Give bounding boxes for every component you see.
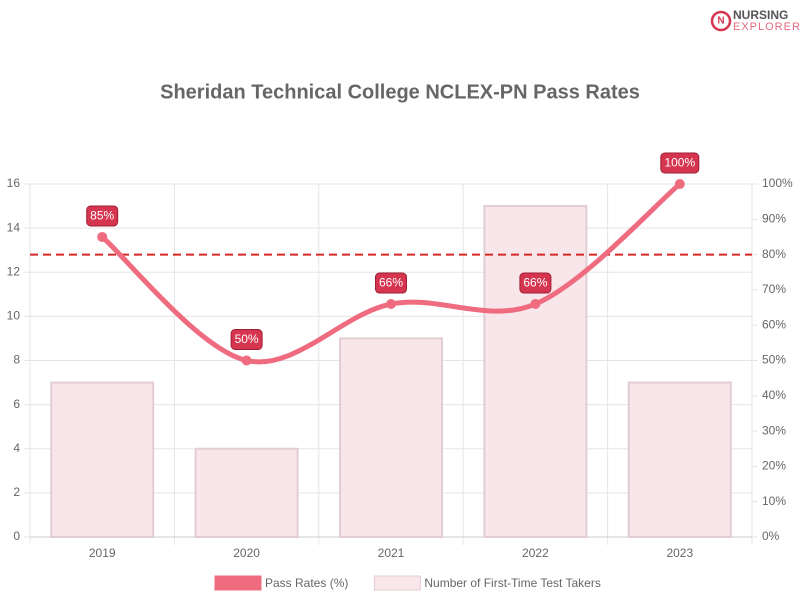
y2-tick-label: 50% [762,353,786,367]
y2-tick-label: 70% [762,282,786,296]
y2-tick-label: 20% [762,459,786,473]
data-label-box [519,272,552,294]
point [386,299,396,310]
data-label: 66% [523,276,547,290]
y-tick-label: 6 [13,397,20,411]
point [97,231,108,242]
bar [194,447,299,538]
legend-label: Pass Rates (%) [265,576,348,590]
data-label: 85% [90,209,114,223]
data-label: 100% [664,156,695,170]
legend-swatch [214,575,262,591]
y-tick-label: 16 [7,176,21,190]
data-label: 66% [379,276,403,290]
data-label-box [660,152,700,174]
y-tick-label: 10 [7,309,21,323]
logo-icon-text: N [717,16,724,27]
legend-swatch [373,575,421,591]
x-tick-label: 2020 [233,546,260,560]
y2-tick-label: 30% [762,423,786,437]
y-tick-label: 0 [13,529,20,543]
logo-text: NURSING [733,8,788,22]
y-tick-label: 4 [13,441,20,455]
data-label-box [375,272,407,294]
y2-tick-label: 0% [762,529,780,543]
x-tick-label: 2019 [89,546,116,560]
y2-tick-label: 90% [762,211,786,225]
bar [627,381,732,538]
logo-text: EXPLORER [733,21,800,33]
y2-tick-label: 80% [762,247,786,261]
y-tick-label: 2 [13,485,20,499]
bar [483,205,588,538]
legend-label: Number of First-Time Test Takers [424,576,600,590]
logo: N NURSING EXPLORER [710,8,800,33]
bar [339,337,443,538]
point [530,299,541,310]
x-tick-label: 2023 [666,546,693,560]
y-tick-label: 12 [7,264,21,278]
logo-icon [710,10,732,32]
chart-title: Sheridan Technical College NCLEX-PN Pass… [160,81,640,103]
x-tick-label: 2021 [378,546,405,560]
y-tick-label: 8 [13,353,20,367]
y2-tick-label: 100% [762,176,793,190]
point [241,355,252,366]
point [674,179,685,189]
data-label-box [86,205,119,227]
data-label-box [230,329,263,350]
y-tick-label: 14 [7,220,21,234]
data-label: 50% [235,332,259,346]
y2-tick-label: 60% [762,317,786,331]
y2-tick-label: 10% [762,494,786,508]
bar [50,381,155,538]
y2-tick-label: 40% [762,388,786,402]
x-tick-label: 2022 [522,546,549,560]
